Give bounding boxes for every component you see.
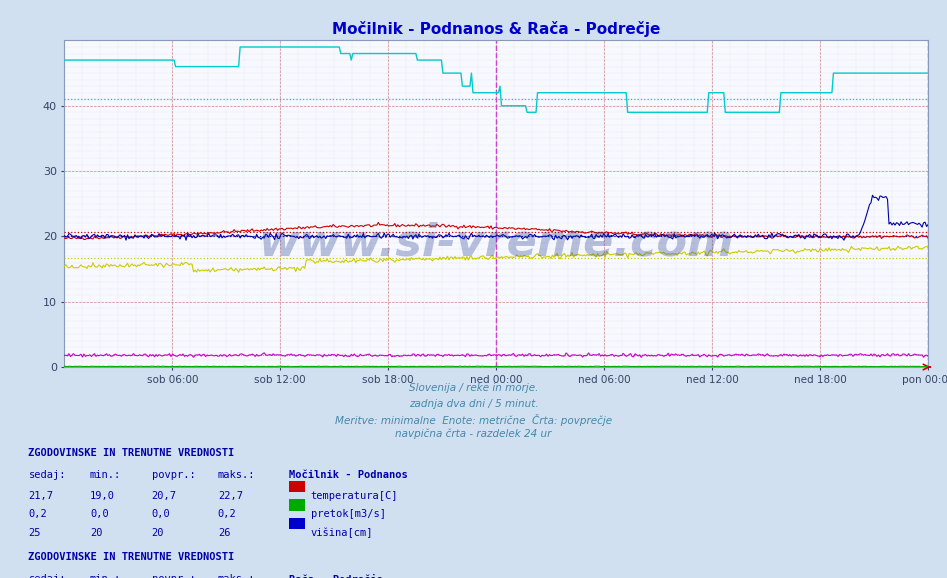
Text: 20,7: 20,7: [152, 491, 176, 501]
Text: povpr.:: povpr.:: [152, 574, 195, 578]
Text: Močilnik - Podnanos: Močilnik - Podnanos: [289, 470, 407, 480]
Text: 20: 20: [90, 528, 102, 538]
Text: ZGODOVINSKE IN TRENUTNE VREDNOSTI: ZGODOVINSKE IN TRENUTNE VREDNOSTI: [28, 552, 235, 562]
Text: www.si-vreme.com: www.si-vreme.com: [259, 221, 734, 264]
Text: Rača - Podrečje: Rača - Podrečje: [289, 574, 383, 578]
Text: 25: 25: [28, 528, 41, 538]
Text: ZGODOVINSKE IN TRENUTNE VREDNOSTI: ZGODOVINSKE IN TRENUTNE VREDNOSTI: [28, 448, 235, 458]
Text: pretok[m3/s]: pretok[m3/s]: [311, 509, 385, 519]
Text: Slovenija / reke in morje.: Slovenija / reke in morje.: [409, 383, 538, 392]
Text: 0,2: 0,2: [28, 509, 47, 519]
Text: povpr.:: povpr.:: [152, 470, 195, 480]
Text: 19,0: 19,0: [90, 491, 115, 501]
Text: 26: 26: [218, 528, 230, 538]
Text: min.:: min.:: [90, 574, 121, 578]
Text: temperatura[C]: temperatura[C]: [311, 491, 398, 501]
Text: min.:: min.:: [90, 470, 121, 480]
Text: višina[cm]: višina[cm]: [311, 528, 373, 538]
Text: navpična črta - razdelek 24 ur: navpična črta - razdelek 24 ur: [395, 429, 552, 439]
Text: 0,0: 0,0: [90, 509, 109, 519]
Text: maks.:: maks.:: [218, 470, 256, 480]
Text: maks.:: maks.:: [218, 574, 256, 578]
Text: 0,2: 0,2: [218, 509, 237, 519]
Text: 20: 20: [152, 528, 164, 538]
Text: 0,0: 0,0: [152, 509, 170, 519]
Text: 22,7: 22,7: [218, 491, 242, 501]
Text: sedaj:: sedaj:: [28, 574, 66, 578]
Text: zadnja dva dni / 5 minut.: zadnja dva dni / 5 minut.: [409, 399, 538, 409]
Text: 21,7: 21,7: [28, 491, 53, 501]
Title: Močilnik - Podnanos & Rača - Podrečje: Močilnik - Podnanos & Rača - Podrečje: [332, 20, 660, 36]
Text: sedaj:: sedaj:: [28, 470, 66, 480]
Text: Meritve: minimalne  Enote: metrične  Črta: povprečje: Meritve: minimalne Enote: metrične Črta:…: [335, 414, 612, 426]
